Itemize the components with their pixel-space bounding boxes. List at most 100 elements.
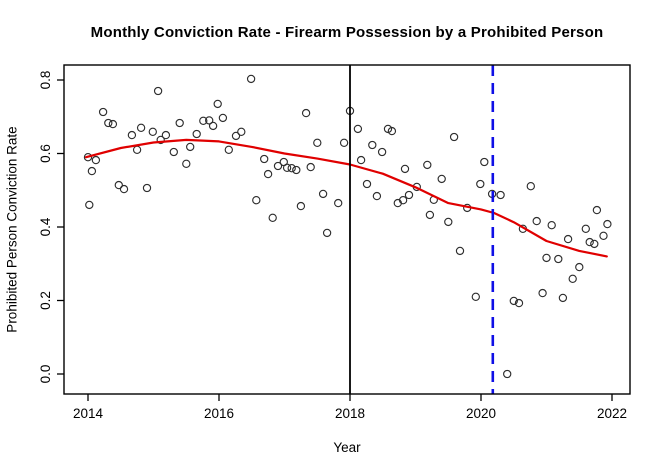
data-point [368, 140, 377, 150]
data-point [292, 165, 301, 175]
data-point [542, 253, 551, 263]
data-point [296, 201, 306, 211]
data-point [306, 162, 315, 172]
data-point [218, 113, 228, 123]
x-tick-label: 2014 [73, 406, 104, 421]
y-tick-label: 0.4 [38, 217, 53, 236]
data-point [213, 99, 222, 109]
chart-title: Monthly Conviction Rate - Firearm Posses… [90, 24, 604, 41]
data-point [590, 239, 599, 249]
data-point [563, 234, 573, 244]
loess-trend [84, 138, 608, 258]
data-point [480, 157, 489, 167]
data-point [455, 246, 465, 256]
plot-frame [63, 64, 631, 395]
data-point [353, 124, 363, 134]
data-point [503, 369, 512, 379]
data-point [398, 196, 408, 205]
data-point [136, 123, 146, 132]
data-point [423, 160, 432, 170]
data-point [437, 174, 446, 184]
x-tick-label: 2020 [466, 406, 496, 421]
data-point [199, 116, 208, 125]
data-point [496, 190, 505, 200]
data-point [91, 155, 101, 165]
data-point [362, 179, 372, 189]
data-point [538, 288, 547, 298]
data-point [476, 179, 485, 189]
data-point [263, 169, 273, 179]
x-tick-label: 2022 [597, 406, 627, 421]
data-point [85, 200, 94, 210]
data-point [186, 142, 195, 152]
data-point [104, 118, 113, 128]
data-point [231, 131, 241, 141]
data-point [585, 237, 594, 247]
data-point [205, 116, 214, 125]
data-point [132, 145, 142, 154]
data-point [282, 163, 292, 172]
data-point [114, 180, 123, 190]
data-point [581, 224, 590, 233]
data-point [148, 127, 157, 136]
data-point [313, 138, 322, 147]
data-point [334, 198, 343, 208]
data-point [444, 217, 453, 227]
y-tick-label: 0.6 [38, 144, 53, 163]
data-point [287, 164, 296, 173]
data-point [514, 298, 524, 308]
data-point [377, 147, 387, 157]
data-point [526, 182, 535, 191]
data-point [301, 108, 311, 118]
y-tick-label: 0.2 [38, 291, 53, 310]
data-point [175, 118, 184, 128]
data-point [182, 159, 191, 168]
data-point [192, 129, 201, 139]
data-point [161, 130, 171, 140]
data-point [425, 210, 435, 220]
data-point [318, 189, 328, 199]
data-point [400, 164, 410, 174]
data-point [568, 274, 577, 283]
data-point [599, 231, 608, 240]
x-axis-title: Year [333, 440, 361, 455]
x-tick-label: 2016 [204, 406, 234, 421]
data-point [127, 130, 137, 140]
data-point [83, 153, 93, 162]
data-point [592, 205, 602, 215]
data-point [339, 138, 349, 147]
data-point [372, 191, 382, 201]
data-point [322, 228, 332, 238]
data-point [252, 196, 261, 205]
data-point [554, 254, 563, 264]
y-tick-label: 0.0 [38, 365, 53, 384]
data-point [108, 119, 118, 129]
data-point [532, 216, 541, 226]
data-point [119, 184, 129, 194]
data-point [575, 262, 584, 272]
data-point [208, 121, 218, 131]
data-point [558, 293, 568, 303]
data-point [547, 221, 556, 230]
data-point [224, 145, 233, 154]
data-point [142, 183, 152, 193]
x-tick-label: 2018 [335, 406, 365, 421]
data-point [169, 147, 178, 157]
data-point [273, 161, 283, 171]
data-point [387, 126, 397, 136]
data-point [404, 190, 414, 200]
data-point [87, 166, 97, 176]
data-point [260, 154, 269, 164]
data-point [603, 219, 612, 229]
data-point [509, 296, 518, 306]
data-point [98, 107, 108, 117]
data-point [449, 132, 459, 142]
data-point [268, 213, 277, 222]
data-point [237, 127, 246, 136]
data-point [356, 155, 366, 165]
y-tick-label: 0.8 [38, 71, 53, 90]
data-point [246, 74, 256, 84]
data-point [471, 292, 480, 301]
